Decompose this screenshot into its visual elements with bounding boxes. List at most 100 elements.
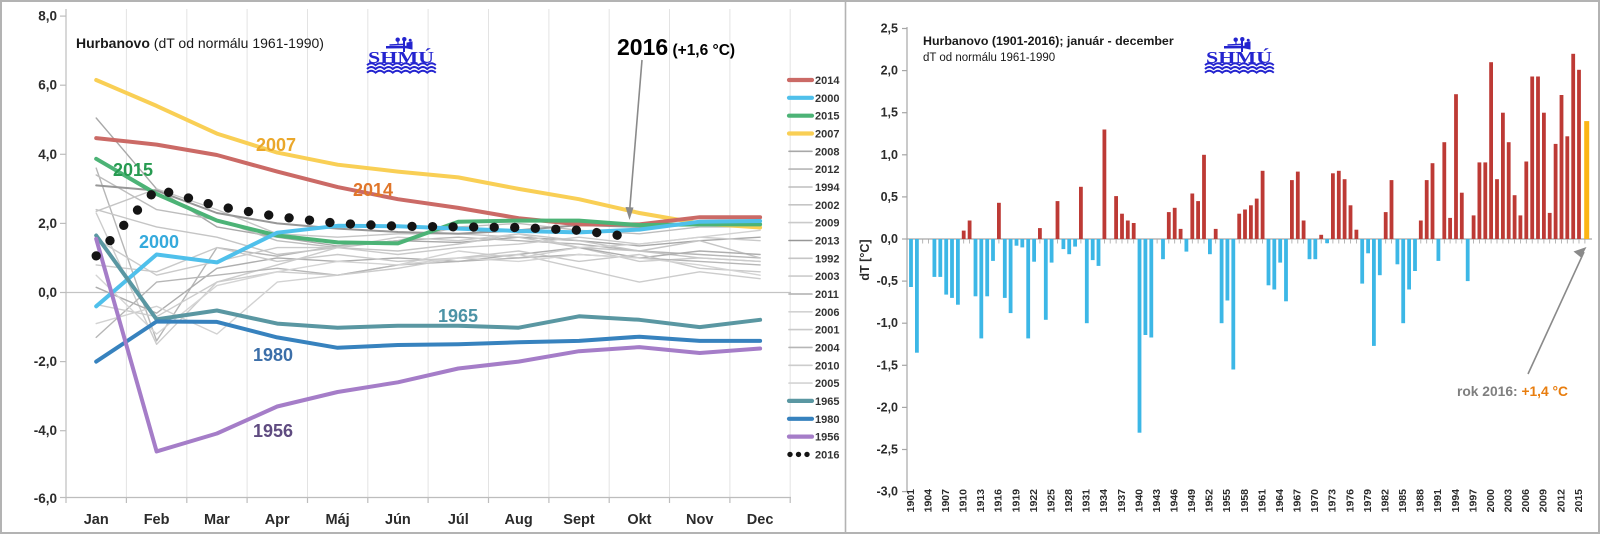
- svg-text:2,0: 2,0: [38, 216, 57, 231]
- svg-text:-3,0: -3,0: [876, 485, 898, 499]
- svg-text:Jan: Jan: [84, 512, 109, 528]
- svg-text:8,0: 8,0: [38, 9, 57, 24]
- svg-text:0,5: 0,5: [881, 190, 898, 204]
- svg-text:2003: 2003: [1502, 489, 1514, 513]
- svg-text:1904: 1904: [922, 489, 934, 513]
- svg-text:1946: 1946: [1168, 489, 1180, 513]
- svg-text:2011: 2011: [815, 289, 839, 301]
- svg-text:1991: 1991: [1432, 489, 1444, 513]
- svg-text:Okt: Okt: [627, 512, 651, 528]
- svg-text:1988: 1988: [1415, 489, 1427, 513]
- svg-text:4,0: 4,0: [38, 147, 57, 162]
- svg-text:Feb: Feb: [144, 512, 170, 528]
- svg-text:0,0: 0,0: [881, 232, 898, 246]
- svg-text:1985: 1985: [1397, 489, 1409, 513]
- svg-text:1943: 1943: [1151, 489, 1163, 513]
- svg-text:Júl: Júl: [448, 512, 469, 528]
- svg-text:Nov: Nov: [686, 512, 713, 528]
- svg-text:2004: 2004: [815, 342, 840, 354]
- svg-text:1910: 1910: [957, 489, 969, 513]
- svg-text:1994: 1994: [1450, 489, 1462, 513]
- svg-text:Máj: Máj: [326, 512, 350, 528]
- svg-text:2007: 2007: [815, 129, 839, 141]
- svg-text:1997: 1997: [1467, 489, 1479, 513]
- svg-text:1940: 1940: [1133, 489, 1145, 513]
- svg-text:2007: 2007: [256, 135, 296, 155]
- svg-text:1907: 1907: [940, 489, 952, 513]
- svg-text:-1,0: -1,0: [876, 316, 898, 330]
- svg-text:1956: 1956: [253, 421, 293, 441]
- svg-text:Mar: Mar: [204, 512, 230, 528]
- svg-text:1979: 1979: [1362, 489, 1374, 513]
- svg-text:2012: 2012: [815, 164, 839, 176]
- svg-text:1937: 1937: [1116, 489, 1128, 513]
- svg-text:6,0: 6,0: [38, 78, 57, 93]
- svg-text:1956: 1956: [815, 432, 839, 444]
- svg-text:1965: 1965: [438, 306, 478, 326]
- svg-text:-0,5: -0,5: [876, 274, 898, 288]
- svg-text:1992: 1992: [815, 253, 839, 265]
- svg-text:2006: 2006: [1520, 489, 1532, 513]
- svg-text:2012: 2012: [1555, 489, 1567, 513]
- svg-text:2,0: 2,0: [881, 64, 898, 78]
- svg-text:-6,0: -6,0: [34, 491, 57, 506]
- svg-text:1919: 1919: [1010, 489, 1022, 513]
- svg-text:1925: 1925: [1045, 489, 1057, 513]
- svg-text:-4,0: -4,0: [34, 423, 57, 438]
- svg-text:1970: 1970: [1309, 489, 1321, 513]
- svg-text:Apr: Apr: [265, 512, 290, 528]
- svg-text:2015: 2015: [1573, 489, 1585, 513]
- svg-text:Aug: Aug: [505, 512, 533, 528]
- svg-text:2014: 2014: [815, 75, 840, 87]
- svg-text:rok 2016: +1,4 °C: rok 2016: +1,4 °C: [1457, 384, 1568, 399]
- svg-text:2001: 2001: [815, 325, 839, 337]
- svg-text:1961: 1961: [1256, 489, 1268, 513]
- svg-text:2014: 2014: [353, 180, 393, 200]
- svg-text:1934: 1934: [1098, 489, 1110, 513]
- svg-text:1982: 1982: [1379, 489, 1391, 513]
- svg-text:1973: 1973: [1327, 489, 1339, 513]
- svg-text:2010: 2010: [815, 360, 839, 372]
- svg-text:2013: 2013: [815, 236, 839, 248]
- svg-text:1980: 1980: [815, 414, 839, 426]
- svg-text:1980: 1980: [253, 345, 293, 365]
- svg-text:2,5: 2,5: [881, 22, 898, 36]
- svg-text:1913: 1913: [975, 489, 987, 513]
- svg-text:1,0: 1,0: [881, 148, 898, 162]
- svg-text:-2,0: -2,0: [876, 400, 898, 414]
- svg-text:1928: 1928: [1063, 489, 1075, 513]
- svg-text:-1,5: -1,5: [876, 358, 898, 372]
- svg-text:1994: 1994: [815, 182, 840, 194]
- svg-text:2000: 2000: [815, 93, 839, 105]
- svg-text:Sept: Sept: [563, 512, 595, 528]
- svg-text:2009: 2009: [1538, 489, 1550, 513]
- svg-text:2015: 2015: [815, 111, 839, 123]
- svg-text:1964: 1964: [1274, 489, 1286, 513]
- svg-text:1958: 1958: [1239, 489, 1251, 513]
- svg-text:dT od normálu 1961-1990: dT od normálu 1961-1990: [923, 52, 1055, 64]
- svg-text:1952: 1952: [1204, 489, 1216, 513]
- svg-text:1922: 1922: [1028, 489, 1040, 513]
- svg-text:-2,0: -2,0: [34, 354, 57, 369]
- svg-text:1,5: 1,5: [881, 106, 898, 120]
- svg-text:2003: 2003: [815, 271, 839, 283]
- svg-text:2015: 2015: [113, 160, 153, 180]
- svg-text:1916: 1916: [993, 489, 1005, 513]
- svg-text:1949: 1949: [1186, 489, 1198, 513]
- svg-text:2016: 2016: [815, 449, 839, 461]
- svg-text:1931: 1931: [1081, 489, 1093, 513]
- svg-text:1955: 1955: [1221, 489, 1233, 513]
- svg-text:2000: 2000: [139, 232, 179, 252]
- svg-text:1967: 1967: [1292, 489, 1304, 513]
- svg-text:Hurbanovo (1901-2016); január: Hurbanovo (1901-2016); január - december: [923, 34, 1174, 48]
- svg-text:1965: 1965: [815, 396, 839, 408]
- svg-text:Dec: Dec: [747, 512, 774, 528]
- svg-text:2005: 2005: [815, 378, 839, 390]
- svg-text:2000: 2000: [1485, 489, 1497, 513]
- svg-text:2009: 2009: [815, 218, 839, 230]
- svg-text:1901: 1901: [905, 489, 917, 513]
- svg-text:0,0: 0,0: [38, 285, 57, 300]
- svg-text:Jún: Jún: [385, 512, 411, 528]
- svg-text:1976: 1976: [1344, 489, 1356, 513]
- svg-text:dT [°C]: dT [°C]: [858, 239, 872, 280]
